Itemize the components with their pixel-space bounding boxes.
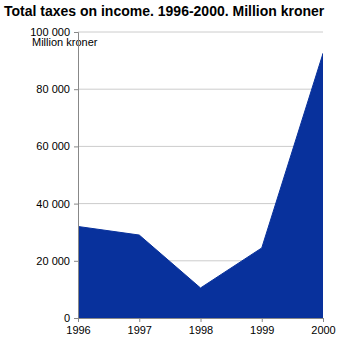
x-tick: 1996 [66,318,90,336]
title: Total taxes on income. 1996-2000. Millio… [4,3,325,19]
plot-area [78,53,323,318]
x-tick: 1998 [189,318,213,336]
y-tick-label: 20 000 [36,255,70,267]
x-tick-mark [201,318,202,322]
area [78,53,323,318]
y-tick-mark [74,89,78,90]
x-tick-label: 1997 [128,324,152,336]
y-tick-mark [74,146,78,147]
y-tick-mark [74,318,78,319]
y-tick: 80 000 [36,83,78,95]
chart: Total taxes on income. 1996-2000. Millio… [0,0,358,344]
x-tick-label: 1996 [66,324,90,336]
y-tick: 0 [64,312,78,324]
y-tick-label: 40 000 [36,198,70,210]
x-tick: 1999 [250,318,274,336]
grid-line [78,146,323,147]
y-tick: 20 000 [36,255,78,267]
x-axis: 1996 1997 1998 1999 2000 [66,318,335,336]
y-tick: 100 000 [30,26,78,38]
y-tick-mark [74,204,78,205]
x-tick-mark [139,318,140,322]
y-tick-label: 80 000 [36,83,70,95]
grid [78,32,323,318]
y-tick: 40 000 [36,198,78,210]
grid-line [78,32,323,33]
y-tick-label: 0 [64,312,70,324]
x-axis-line [79,319,324,323]
y-axis: 0 20 000 40 000 60 000 80 000 100 000 [30,26,78,324]
x-tick-mark [78,318,79,322]
x-tick-label: 1998 [189,324,213,336]
x-tick-mark [262,318,263,322]
y-tick-label: 60 000 [36,140,70,152]
x-tick: 2000 [311,318,335,336]
y-axis-line [74,33,79,319]
x-tick: 1997 [128,318,152,336]
grid-line [78,89,323,90]
y-tick-mark [74,261,78,262]
x-tick-label: 2000 [311,324,335,336]
x-tick-label: 1999 [250,324,274,336]
y-tick: 60 000 [36,140,78,152]
y-tick-mark [74,32,78,33]
y-tick-label: 100 000 [30,26,70,38]
x-tick-mark [323,318,324,322]
